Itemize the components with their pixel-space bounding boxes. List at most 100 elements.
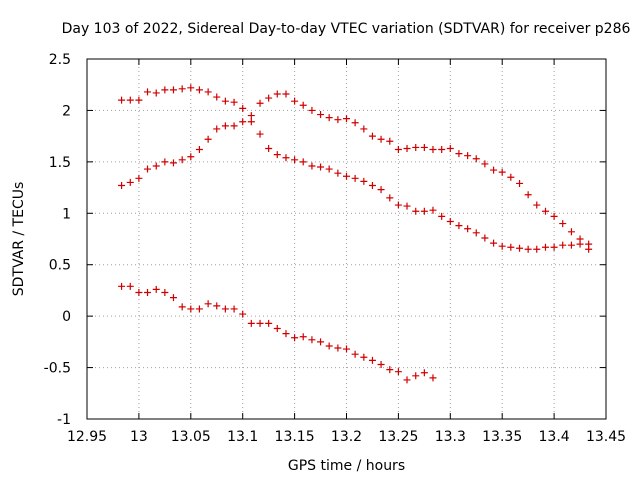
chart-title: Day 103 of 2022, Sidereal Day-to-day VTE…	[62, 21, 631, 37]
data-point	[256, 99, 264, 107]
data-point	[325, 114, 333, 122]
data-point	[265, 144, 273, 152]
data-point	[299, 333, 307, 341]
data-point	[247, 319, 255, 327]
data-point	[334, 169, 342, 177]
data-point	[386, 194, 394, 202]
data-point	[585, 245, 593, 253]
data-point	[472, 229, 480, 237]
data-point	[126, 178, 134, 186]
y-tick-label: 1	[62, 206, 71, 222]
data-point	[126, 282, 134, 290]
data-point	[317, 338, 325, 346]
data-point	[230, 305, 238, 313]
data-point	[394, 146, 402, 154]
data-point	[161, 86, 169, 94]
data-point	[126, 96, 134, 104]
data-point	[169, 86, 177, 94]
data-point	[118, 96, 126, 104]
data-point	[481, 160, 489, 168]
data-point	[351, 350, 359, 358]
series-middle	[118, 118, 593, 253]
data-point	[533, 201, 541, 209]
data-point	[377, 186, 385, 194]
data-point	[282, 330, 290, 338]
x-tick-label: 13.45	[586, 429, 626, 445]
data-point	[334, 344, 342, 352]
data-point	[490, 239, 498, 247]
data-point	[368, 182, 376, 190]
data-point	[429, 374, 437, 382]
data-point	[507, 173, 515, 181]
data-point	[429, 146, 437, 154]
data-point	[550, 212, 558, 220]
data-point	[317, 111, 325, 119]
data-point	[317, 163, 325, 171]
data-points	[118, 84, 593, 384]
data-point	[273, 324, 281, 332]
data-point	[213, 93, 221, 101]
data-point	[360, 353, 368, 361]
data-point	[567, 228, 575, 236]
data-point	[412, 143, 420, 151]
data-point	[308, 336, 316, 344]
data-point	[273, 151, 281, 159]
x-axis-label: GPS time / hours	[288, 458, 405, 474]
data-point	[455, 150, 463, 158]
data-point	[291, 156, 299, 164]
data-point	[438, 212, 446, 220]
data-point	[204, 300, 212, 308]
data-point	[152, 89, 160, 97]
data-point	[230, 122, 238, 130]
data-point	[377, 360, 385, 368]
series-upper	[118, 84, 593, 248]
data-point	[351, 119, 359, 127]
data-point	[308, 162, 316, 170]
data-point	[541, 207, 549, 215]
data-point	[386, 137, 394, 145]
data-point	[403, 202, 411, 210]
data-point	[187, 84, 195, 92]
data-point	[118, 182, 126, 190]
data-point	[239, 104, 247, 112]
data-point	[481, 234, 489, 242]
data-point	[178, 156, 186, 164]
data-point	[239, 118, 247, 126]
data-point	[152, 285, 160, 293]
data-point	[360, 177, 368, 185]
y-tick-label: 1.5	[49, 155, 71, 171]
x-tick-label: 13.4	[539, 429, 570, 445]
data-point	[446, 144, 454, 152]
data-point	[472, 155, 480, 163]
data-point	[291, 334, 299, 342]
data-point	[247, 112, 255, 120]
data-point	[265, 319, 273, 327]
series-lower	[118, 282, 437, 384]
data-point	[446, 218, 454, 226]
data-point	[161, 158, 169, 166]
data-point	[343, 172, 350, 180]
y-tick-label: 0	[62, 309, 71, 325]
data-point	[118, 282, 126, 290]
data-point	[265, 94, 273, 102]
data-point	[152, 162, 160, 170]
data-point	[420, 143, 428, 151]
data-point	[412, 207, 420, 215]
y-tick-label: -0.5	[44, 361, 71, 377]
data-point	[403, 144, 411, 152]
data-point	[360, 125, 368, 133]
x-tick-label: 13	[130, 429, 148, 445]
x-tick-label: 13.35	[482, 429, 522, 445]
x-tick-label: 13.1	[227, 429, 258, 445]
data-point	[221, 97, 229, 105]
data-point	[178, 303, 186, 311]
data-point	[187, 305, 195, 313]
y-tick-label: -1	[57, 412, 71, 428]
data-point	[144, 288, 152, 296]
data-point	[135, 96, 143, 104]
data-point	[195, 305, 203, 313]
data-point	[204, 135, 212, 143]
data-point	[273, 90, 281, 98]
data-point	[412, 372, 420, 380]
